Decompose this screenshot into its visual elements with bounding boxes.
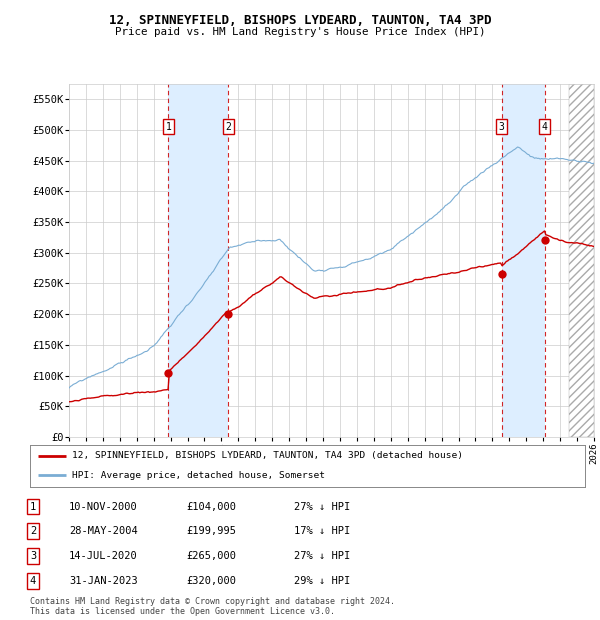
- Text: 2: 2: [30, 526, 36, 536]
- Text: £104,000: £104,000: [186, 502, 236, 512]
- Text: 10-NOV-2000: 10-NOV-2000: [69, 502, 138, 512]
- Text: 1: 1: [166, 122, 172, 131]
- Text: 12, SPINNEYFIELD, BISHOPS LYDEARD, TAUNTON, TA4 3PD (detached house): 12, SPINNEYFIELD, BISHOPS LYDEARD, TAUNT…: [71, 451, 463, 461]
- Text: 17% ↓ HPI: 17% ↓ HPI: [294, 526, 350, 536]
- Text: HPI: Average price, detached house, Somerset: HPI: Average price, detached house, Some…: [71, 471, 325, 480]
- Text: 3: 3: [499, 122, 505, 131]
- Text: 12, SPINNEYFIELD, BISHOPS LYDEARD, TAUNTON, TA4 3PD: 12, SPINNEYFIELD, BISHOPS LYDEARD, TAUNT…: [109, 14, 491, 27]
- Text: 1: 1: [30, 502, 36, 512]
- Text: 29% ↓ HPI: 29% ↓ HPI: [294, 576, 350, 586]
- Text: Contains HM Land Registry data © Crown copyright and database right 2024.: Contains HM Land Registry data © Crown c…: [30, 597, 395, 606]
- Text: £320,000: £320,000: [186, 576, 236, 586]
- Bar: [169, 84, 229, 437]
- Text: 4: 4: [30, 576, 36, 586]
- Text: £265,000: £265,000: [186, 551, 236, 561]
- Bar: [502, 84, 545, 437]
- Text: 31-JAN-2023: 31-JAN-2023: [69, 576, 138, 586]
- Text: 3: 3: [30, 551, 36, 561]
- Bar: [569, 84, 594, 437]
- Text: 27% ↓ HPI: 27% ↓ HPI: [294, 551, 350, 561]
- Text: 27% ↓ HPI: 27% ↓ HPI: [294, 502, 350, 512]
- Text: This data is licensed under the Open Government Licence v3.0.: This data is licensed under the Open Gov…: [30, 607, 335, 616]
- Text: 2: 2: [226, 122, 232, 131]
- Text: 28-MAY-2004: 28-MAY-2004: [69, 526, 138, 536]
- Text: 4: 4: [542, 122, 547, 131]
- Text: Price paid vs. HM Land Registry's House Price Index (HPI): Price paid vs. HM Land Registry's House …: [115, 27, 485, 37]
- Text: 14-JUL-2020: 14-JUL-2020: [69, 551, 138, 561]
- Text: £199,995: £199,995: [186, 526, 236, 536]
